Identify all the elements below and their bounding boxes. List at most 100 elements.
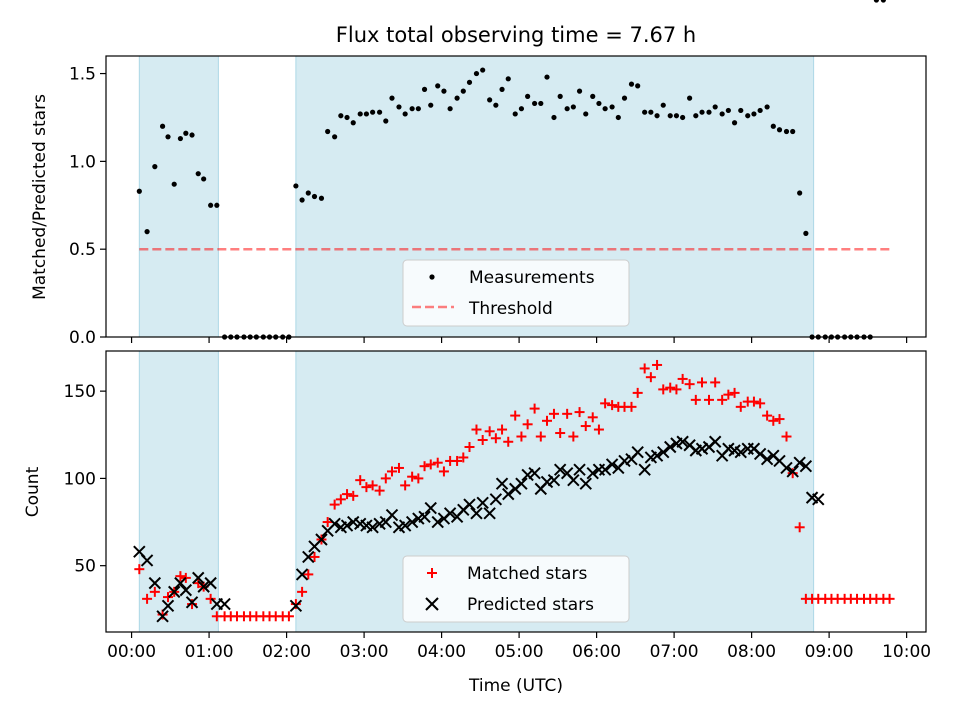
predicted-star-point [161,599,175,613]
matched-star-point [510,410,521,421]
matched-star-point [562,408,573,419]
matched-star-point [335,494,346,505]
predicted-star-point [476,496,489,510]
measurement-point [880,0,886,3]
measurement-point [576,88,583,94]
measurement-point [480,67,486,73]
matched-star-point [768,415,779,426]
predicted-star-point [760,453,774,466]
top-panel: 0.0 0.5 1.0 1.5 Matched/Predicted stars Mea… [30,0,927,348]
measurement-point [628,81,635,87]
matched-star-point [400,480,411,491]
predicted-star-point [289,599,303,613]
predicted-star-point [174,576,187,590]
matched-star-point [587,412,598,423]
predicted-star-point [470,507,483,520]
measurement-point [797,190,803,196]
measurement-point [538,100,544,107]
measurement-point [667,113,673,119]
measurement-point [441,88,447,94]
matched-star-point [497,424,508,435]
matched-star-point [671,384,682,395]
measurement-point [719,111,725,117]
measurement-point [706,109,712,115]
predicted-star-point [418,510,431,524]
measurement-point [693,113,699,119]
matched-star-point [407,471,418,482]
bottom-predicted-points [133,435,825,623]
measurement-point [332,134,338,140]
matched-star-point [134,564,145,575]
measurement-point [344,114,350,121]
matched-star-point [677,373,688,384]
predicted-star-point [463,498,476,511]
predicted-star-point [799,459,813,473]
predicted-star-point [295,568,309,581]
measurement-point [376,109,383,115]
predicted-star-point [302,550,315,564]
measurement-point [350,120,356,126]
measurement-point [660,102,666,108]
predicted-star-point [664,440,677,454]
measurement-point [583,111,589,117]
x-tick-label: 07:00 [650,642,699,662]
measurement-point [725,107,731,114]
x-tick-label: 00:00 [107,642,156,662]
top-axes-frame [105,55,927,338]
measurement-point [159,123,166,129]
measurement-point [596,100,602,107]
x-tick-label: 05:00 [495,642,544,662]
bottom-y-tick-label: 100 [64,469,96,489]
matched-star-point [380,473,391,484]
predicted-legend-marker [425,597,439,611]
measurement-point [673,113,680,119]
matched-star-point [762,410,773,421]
measurement-point [499,86,505,92]
matched-star-point [175,571,186,582]
measurement-point [383,118,389,124]
matched-star-point [632,387,643,398]
matched-star-point [297,586,308,597]
top-legend-box [402,259,630,327]
matched-star-point [580,421,591,432]
measurement-point [428,102,434,108]
bottom-y-tick-label: 50 [74,557,96,577]
predicted-star-point [148,576,162,590]
x-axis-label: Time (UTC) [468,676,563,696]
x-tick-label: 03:00 [340,642,389,662]
predicted-star-point [528,466,541,480]
matched-star-point [187,599,198,610]
matched-star-point [774,414,785,425]
matched-star-point [477,435,488,446]
predicted-star-point [780,461,793,475]
measurement-point [873,0,879,3]
matched-star-point [665,382,676,393]
threshold-legend-label: Threshold [468,299,553,319]
bottom-legend-box [402,555,630,623]
measurement-point [311,193,318,200]
measurement-point [136,188,142,194]
predicted-star-point [586,466,599,480]
measurement-point [460,88,466,94]
measurement-point [525,93,531,99]
bottom-legend: Matched stars Predicted stars [402,555,630,623]
predicted-star-point [385,508,399,522]
matched-star-point [658,384,669,395]
measurement-point [557,93,563,99]
matched-star-point [283,611,294,622]
matched-star-point [393,462,404,473]
measurement-point [731,120,738,126]
matched-star-point [413,473,424,484]
measurement-point [370,109,376,115]
predicted-star-point [657,446,670,459]
measurement-point [590,93,596,99]
matched-star-point [555,428,566,439]
top-y-tick-label: 1.5 [69,65,96,85]
measurement-point [454,95,460,101]
matched-star-point [386,466,397,477]
measurement-point [473,70,480,77]
measurement-point [165,134,171,140]
measurement-point [435,83,441,89]
predicted-star-point [218,597,231,611]
